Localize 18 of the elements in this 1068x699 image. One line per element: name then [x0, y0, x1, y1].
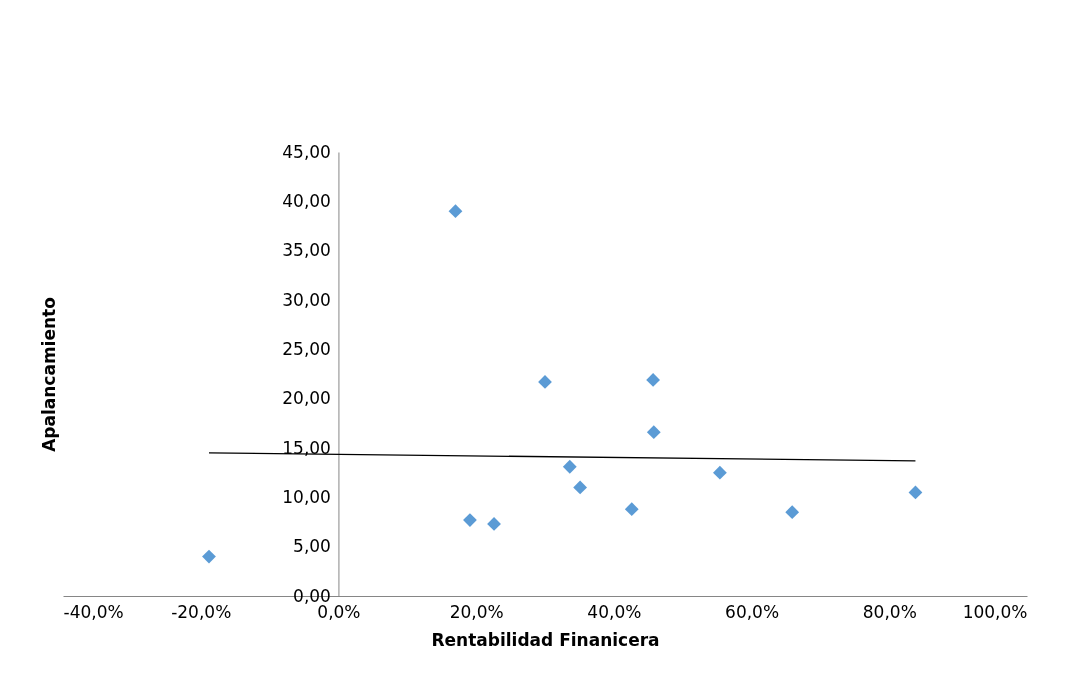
y-tick-label: 5,00 — [293, 536, 331, 557]
y-tick-label: 15,00 — [282, 437, 331, 458]
y-tick-label: 20,00 — [282, 388, 331, 409]
y-tick-label: 40,00 — [282, 190, 331, 211]
y-axis-title: Apalancamiento — [38, 297, 59, 452]
x-tick-label: 40,0% — [587, 601, 642, 622]
x-tick-label: -40,0% — [63, 601, 124, 622]
y-tick-label: 25,00 — [282, 338, 331, 359]
y-tick-label: 30,00 — [282, 289, 331, 310]
y-tick-label: 35,00 — [282, 240, 331, 261]
x-tick-label: 60,0% — [725, 601, 780, 622]
x-tick-label: -20,0% — [171, 601, 232, 622]
y-tick-label: 45,00 — [282, 141, 331, 162]
x-tick-label: 80,0% — [862, 601, 917, 622]
y-tick-label: 10,00 — [282, 486, 331, 507]
x-axis-title: Rentabilidad Finanicera — [431, 629, 660, 650]
x-tick-label: 20,0% — [449, 601, 504, 622]
x-tick-label: 100,0% — [962, 601, 1028, 622]
